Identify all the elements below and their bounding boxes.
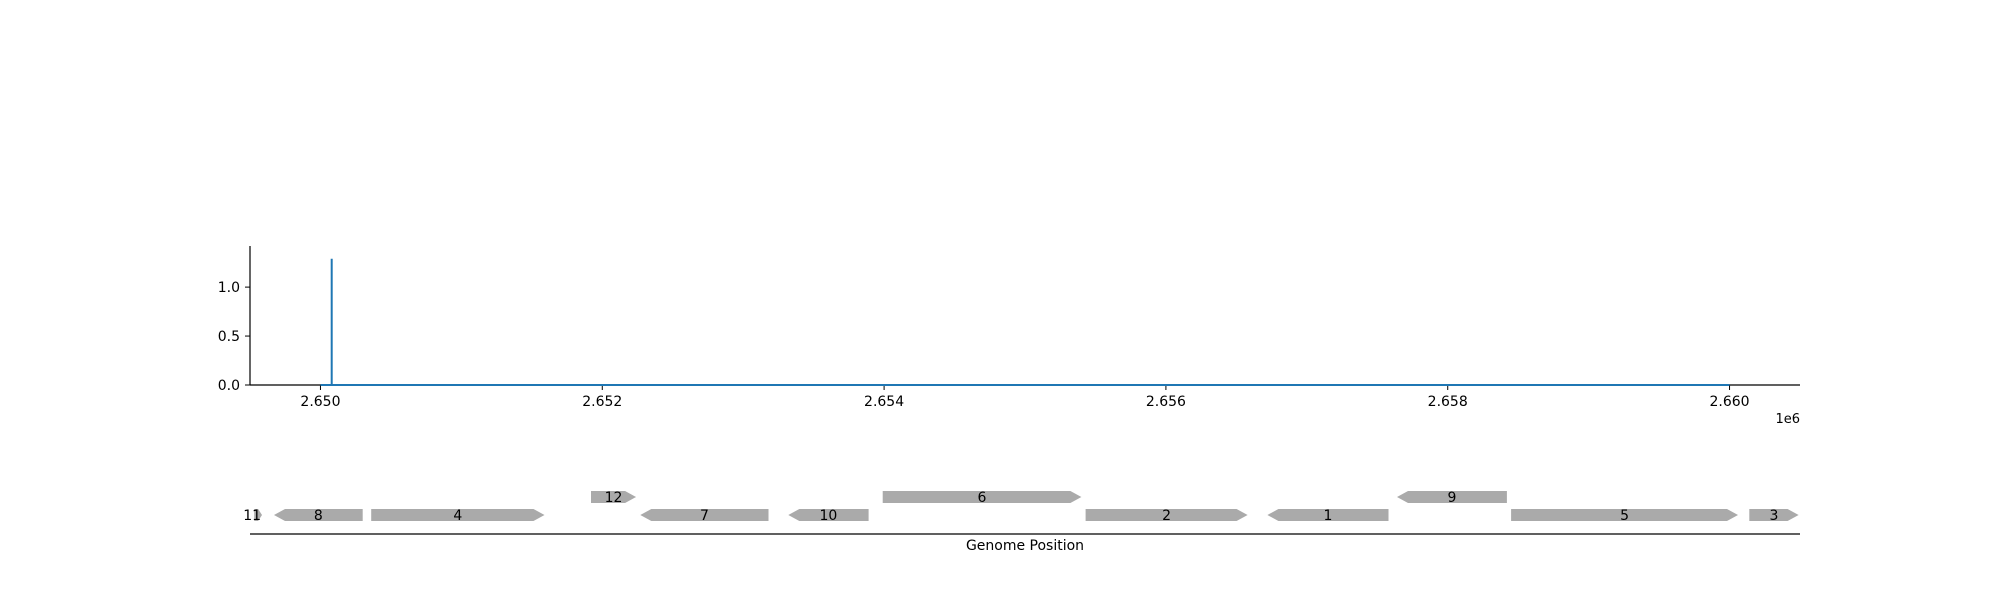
gene-label: 12	[605, 490, 623, 506]
gene-label: 4	[453, 508, 462, 524]
coverage-plot: 0.0 0.5 1.0 2.650 2.652 2.654 2.656 2.658 2.660…	[218, 246, 1800, 427]
gene-track-xlabel: Genome Position	[966, 538, 1084, 554]
y-tick-label: 1.0	[218, 280, 240, 296]
x-tick-label: 2.654	[864, 394, 904, 410]
x-tick-label: 2.658	[1428, 394, 1468, 410]
x-ticks: 2.650 2.652 2.654 2.656 2.658 2.660	[300, 385, 1750, 410]
coverage-line	[320, 258, 1730, 386]
gene-arrow	[1085, 509, 1248, 521]
x-tick-label: 2.650	[300, 394, 340, 410]
gene-arrow	[788, 509, 869, 521]
gene-label: 10	[820, 508, 838, 524]
gene-arrow	[882, 491, 1082, 503]
gene-label: 9	[1447, 490, 1456, 506]
y-tick-label: 0.5	[218, 329, 240, 345]
gene-arrow	[1749, 509, 1799, 521]
gene-label: 6	[978, 490, 987, 506]
gene-label: 2	[1162, 508, 1171, 524]
gene-arrow	[1267, 509, 1389, 521]
coverage-lines	[320, 258, 1730, 386]
gene-arrow	[1397, 491, 1507, 503]
gene-label: 3	[1769, 508, 1778, 524]
gene-label: 1	[1323, 508, 1332, 524]
gene-arrow	[371, 509, 545, 521]
gene-arrow	[591, 491, 637, 503]
gene-label: 11	[243, 508, 261, 524]
gene-track: 11 8 4 12 7 10 6 2 1 9 5 3 Genome Position	[243, 490, 1800, 554]
gene-arrow	[254, 509, 262, 521]
gene-arrow	[274, 509, 363, 521]
gene-arrow	[640, 509, 769, 521]
gene-label: 7	[700, 508, 709, 524]
y-ticks: 0.0 0.5 1.0	[218, 280, 250, 394]
y-tick-label: 0.0	[218, 378, 240, 394]
x-tick-label: 2.660	[1709, 394, 1749, 410]
x-tick-label: 2.652	[582, 394, 622, 410]
gene-label: 5	[1620, 508, 1629, 524]
x-offset-label: 1e6	[1775, 412, 1800, 427]
x-tick-label: 2.656	[1146, 394, 1186, 410]
gene-label: 8	[314, 508, 323, 524]
gene-arrow	[1511, 509, 1738, 521]
genes: 11 8 4 12 7 10 6 2 1 9 5 3	[243, 490, 1799, 524]
